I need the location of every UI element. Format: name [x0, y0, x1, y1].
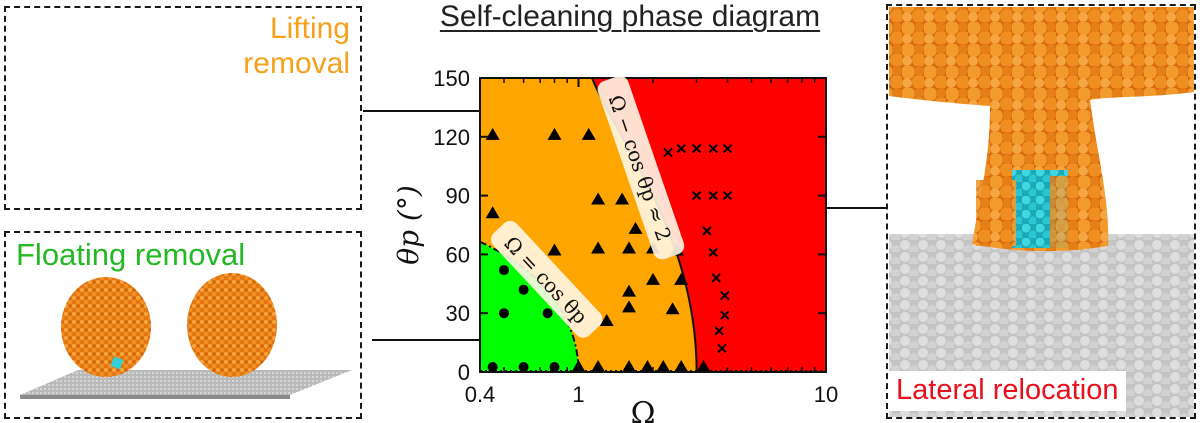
point-triangle: [622, 300, 637, 313]
lifting-removal-label: Lifting removal: [243, 12, 350, 80]
point-triangle: [581, 127, 596, 140]
label-omega-minus-cos-bg: [597, 76, 685, 260]
point-triangle: [485, 127, 500, 140]
point-x: [722, 190, 733, 201]
chart-title: Self-cleaning phase diagram: [439, 0, 821, 33]
point-x: [717, 343, 727, 354]
panel-lifting-removal: Lifting removal: [4, 6, 362, 210]
point-triangle: [640, 360, 655, 373]
chart-axes: 0 30 60 90 120 150 0.4 1 10 Ωθp (°): [392, 66, 838, 423]
point-triangle: [656, 360, 671, 373]
point-triangle: [547, 127, 562, 140]
point-x: [722, 143, 733, 154]
point-triangle: [628, 221, 643, 234]
point-x: [714, 326, 724, 336]
y-tick-label: 30: [446, 301, 470, 326]
point-x: [711, 273, 721, 283]
point-triangle: [622, 360, 637, 373]
x-tick-label: 1: [572, 382, 584, 407]
label-omega-cos-bg: [491, 220, 603, 338]
point-triangle: [591, 241, 606, 254]
point-triangle: [485, 206, 500, 219]
panel-lateral-relocation: Lateral relocation: [886, 4, 1196, 419]
point-x: [708, 190, 718, 201]
point-x: [691, 190, 702, 201]
point-triangle: [674, 360, 689, 373]
point-triangle: [646, 272, 660, 285]
y-tick-label: 60: [446, 242, 470, 267]
point-triangle: [622, 241, 637, 254]
point-triangle: [696, 360, 711, 373]
point-x: [702, 226, 712, 236]
point-triangle: [622, 284, 637, 297]
y-tick-label: 0: [458, 360, 470, 385]
point-circle: [487, 362, 498, 373]
point-triangle: [591, 360, 606, 373]
point-triangle: [591, 192, 606, 205]
point-circle: [518, 284, 529, 295]
panel-floating-removal: Floating removal: [4, 231, 362, 419]
floating-removal-label: Floating removal: [16, 237, 246, 272]
point-x: [720, 290, 730, 301]
point-circle: [542, 308, 553, 319]
point-triangle: [615, 192, 630, 205]
point-x: [720, 310, 730, 320]
point-x: [691, 143, 702, 154]
floating-illustration: [20, 273, 352, 399]
point-triangle: [665, 302, 680, 315]
x-axis-label: Ω: [631, 396, 656, 423]
point-x: [676, 143, 686, 154]
point-circle: [498, 265, 509, 276]
point-triangle: [547, 243, 562, 256]
point-x: [708, 143, 718, 154]
x-tick-label: 10: [814, 382, 838, 407]
lateral-relocation-label: Lateral relocation: [888, 370, 1127, 411]
point-triangle: [674, 272, 689, 285]
y-tick-label: 120: [433, 125, 470, 150]
y-axis-label: θp (°): [392, 185, 425, 265]
x-tick-label: 0.4: [465, 382, 496, 407]
point-x: [708, 247, 718, 258]
point-circle: [498, 308, 509, 319]
y-tick-label: 90: [446, 184, 470, 209]
y-tick-label: 150: [433, 66, 470, 91]
point-x: [663, 147, 673, 158]
point-triangle: [599, 314, 614, 327]
